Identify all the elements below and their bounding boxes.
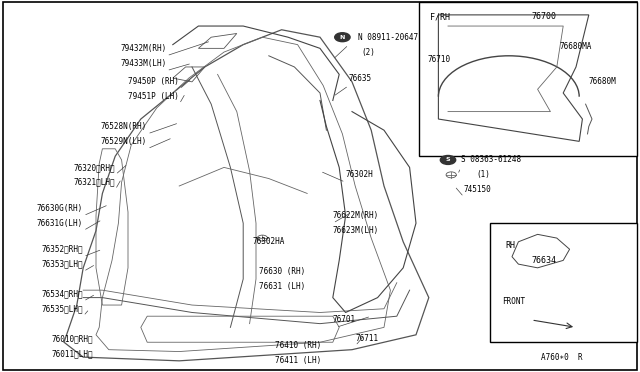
Text: 76630G(RH): 76630G(RH) bbox=[37, 204, 83, 213]
Text: 76302HA: 76302HA bbox=[253, 237, 285, 246]
Text: F/RH: F/RH bbox=[430, 12, 450, 21]
Text: 76352〈RH〉: 76352〈RH〉 bbox=[42, 245, 83, 254]
Text: 76630 (RH): 76630 (RH) bbox=[259, 267, 305, 276]
Text: 76700: 76700 bbox=[531, 12, 556, 21]
Circle shape bbox=[335, 33, 350, 42]
Text: RH: RH bbox=[506, 241, 516, 250]
Text: N 08911-20647: N 08911-20647 bbox=[358, 33, 419, 42]
Text: 76353〈LH〉: 76353〈LH〉 bbox=[42, 260, 83, 269]
Text: 76011〈LH〉: 76011〈LH〉 bbox=[51, 349, 93, 358]
Text: S 08363-61248: S 08363-61248 bbox=[461, 155, 521, 164]
Text: 76320〈RH〉: 76320〈RH〉 bbox=[74, 163, 115, 172]
Text: 76302H: 76302H bbox=[346, 170, 373, 179]
Circle shape bbox=[440, 155, 456, 164]
Text: 76410 (RH): 76410 (RH) bbox=[275, 341, 321, 350]
Text: (1): (1) bbox=[477, 170, 491, 179]
Text: 79432M(RH): 79432M(RH) bbox=[120, 44, 166, 53]
Text: 76631 (LH): 76631 (LH) bbox=[259, 282, 305, 291]
Text: A760∗0  R: A760∗0 R bbox=[541, 353, 582, 362]
Text: 76680M: 76680M bbox=[589, 77, 616, 86]
Text: 76680MA: 76680MA bbox=[560, 42, 593, 51]
Text: S: S bbox=[445, 157, 451, 163]
Text: 76634: 76634 bbox=[531, 256, 556, 265]
Bar bbox=[419, 2, 637, 156]
Text: 76010〈RH〉: 76010〈RH〉 bbox=[51, 334, 93, 343]
Text: 76321〈LH〉: 76321〈LH〉 bbox=[74, 178, 115, 187]
Text: 79451P (LH): 79451P (LH) bbox=[129, 92, 179, 101]
Bar bbox=[490, 223, 637, 342]
Text: 745150: 745150 bbox=[464, 185, 492, 194]
Text: (2): (2) bbox=[362, 48, 376, 57]
Text: 76701: 76701 bbox=[333, 315, 356, 324]
Text: 76529N(LH): 76529N(LH) bbox=[101, 137, 147, 146]
Text: FRONT: FRONT bbox=[502, 297, 525, 306]
Text: 76411 (LH): 76411 (LH) bbox=[275, 356, 321, 365]
Text: 76622M(RH): 76622M(RH) bbox=[333, 211, 379, 220]
Text: 76535〈LH〉: 76535〈LH〉 bbox=[42, 304, 83, 313]
Text: 79450P (RH): 79450P (RH) bbox=[129, 77, 179, 86]
Text: 76534〈RH〉: 76534〈RH〉 bbox=[42, 289, 83, 298]
Text: 76623M(LH): 76623M(LH) bbox=[333, 226, 379, 235]
Text: 76528N(RH): 76528N(RH) bbox=[101, 122, 147, 131]
Text: 76635: 76635 bbox=[349, 74, 372, 83]
Text: 79433M(LH): 79433M(LH) bbox=[120, 59, 166, 68]
Text: 76711: 76711 bbox=[355, 334, 378, 343]
Text: 76710: 76710 bbox=[428, 55, 451, 64]
Text: N: N bbox=[340, 35, 345, 40]
Text: 76631G(LH): 76631G(LH) bbox=[37, 219, 83, 228]
